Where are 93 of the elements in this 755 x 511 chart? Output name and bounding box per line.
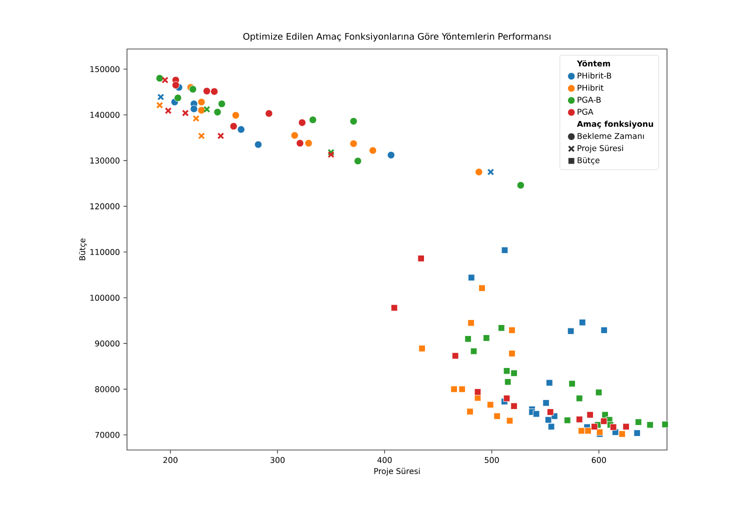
point [468, 319, 475, 326]
point [203, 106, 210, 113]
point [578, 318, 586, 326]
point [532, 410, 540, 418]
point [309, 116, 317, 124]
point [590, 423, 598, 430]
point [586, 411, 594, 418]
chart-title: Optimize Edilen Amaç Fonksiyonlarına Göre Yöntemlerin Performansı [243, 32, 550, 42]
point [546, 379, 553, 386]
point [202, 87, 211, 95]
point [237, 126, 245, 134]
point [506, 417, 514, 424]
point [350, 140, 358, 148]
point [600, 418, 608, 425]
point [568, 380, 576, 388]
point [354, 157, 362, 165]
point [634, 418, 642, 426]
point [662, 420, 669, 428]
point [486, 401, 494, 408]
point [189, 85, 197, 94]
point [503, 394, 510, 402]
point [452, 352, 459, 360]
point [174, 94, 182, 102]
point [214, 108, 222, 116]
point [198, 98, 206, 106]
point [304, 139, 312, 148]
point [600, 326, 608, 334]
point [544, 416, 552, 424]
point [217, 132, 224, 140]
point [328, 151, 335, 158]
point [387, 151, 395, 159]
point [156, 102, 164, 109]
point [418, 254, 424, 262]
point [218, 100, 226, 108]
point [210, 88, 218, 96]
point [508, 350, 516, 357]
point [595, 388, 602, 396]
point [470, 348, 478, 355]
point [584, 427, 592, 434]
point [634, 430, 641, 437]
point [564, 416, 571, 424]
point [298, 118, 306, 126]
point [265, 110, 273, 118]
point [182, 110, 189, 116]
point [368, 146, 377, 154]
point [192, 115, 200, 122]
point [450, 386, 458, 393]
point [172, 81, 180, 89]
point [567, 328, 574, 335]
point [198, 132, 205, 140]
point [576, 394, 583, 402]
point [508, 326, 516, 334]
point [578, 427, 585, 434]
point [487, 168, 494, 176]
point [464, 335, 472, 342]
point [458, 386, 466, 393]
point [254, 140, 262, 148]
point [548, 423, 555, 430]
point [190, 105, 198, 113]
point [162, 76, 168, 84]
point [468, 274, 475, 282]
point [157, 94, 164, 100]
point [610, 424, 617, 431]
point [164, 107, 172, 114]
point [156, 74, 164, 82]
point [510, 402, 518, 410]
point [576, 416, 583, 423]
point [418, 345, 426, 352]
point [328, 148, 335, 156]
point [622, 423, 630, 430]
point [503, 367, 510, 374]
point [494, 412, 501, 420]
point [646, 421, 654, 428]
point [478, 284, 486, 292]
point [475, 168, 483, 176]
point [618, 430, 626, 438]
point [482, 334, 490, 342]
point [501, 246, 508, 254]
point [466, 408, 474, 416]
point [504, 378, 512, 386]
point [230, 122, 238, 130]
point [390, 304, 398, 312]
point [546, 408, 554, 416]
point [350, 117, 358, 126]
point [296, 139, 304, 148]
point [516, 181, 525, 190]
point [542, 399, 550, 406]
point [290, 132, 298, 140]
point [510, 370, 518, 377]
point [198, 106, 206, 114]
point [474, 388, 482, 396]
point [232, 111, 240, 120]
point [498, 324, 505, 332]
